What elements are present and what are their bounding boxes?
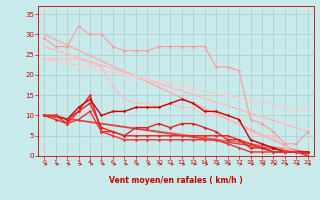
X-axis label: Vent moyen/en rafales ( km/h ): Vent moyen/en rafales ( km/h ) — [109, 176, 243, 185]
